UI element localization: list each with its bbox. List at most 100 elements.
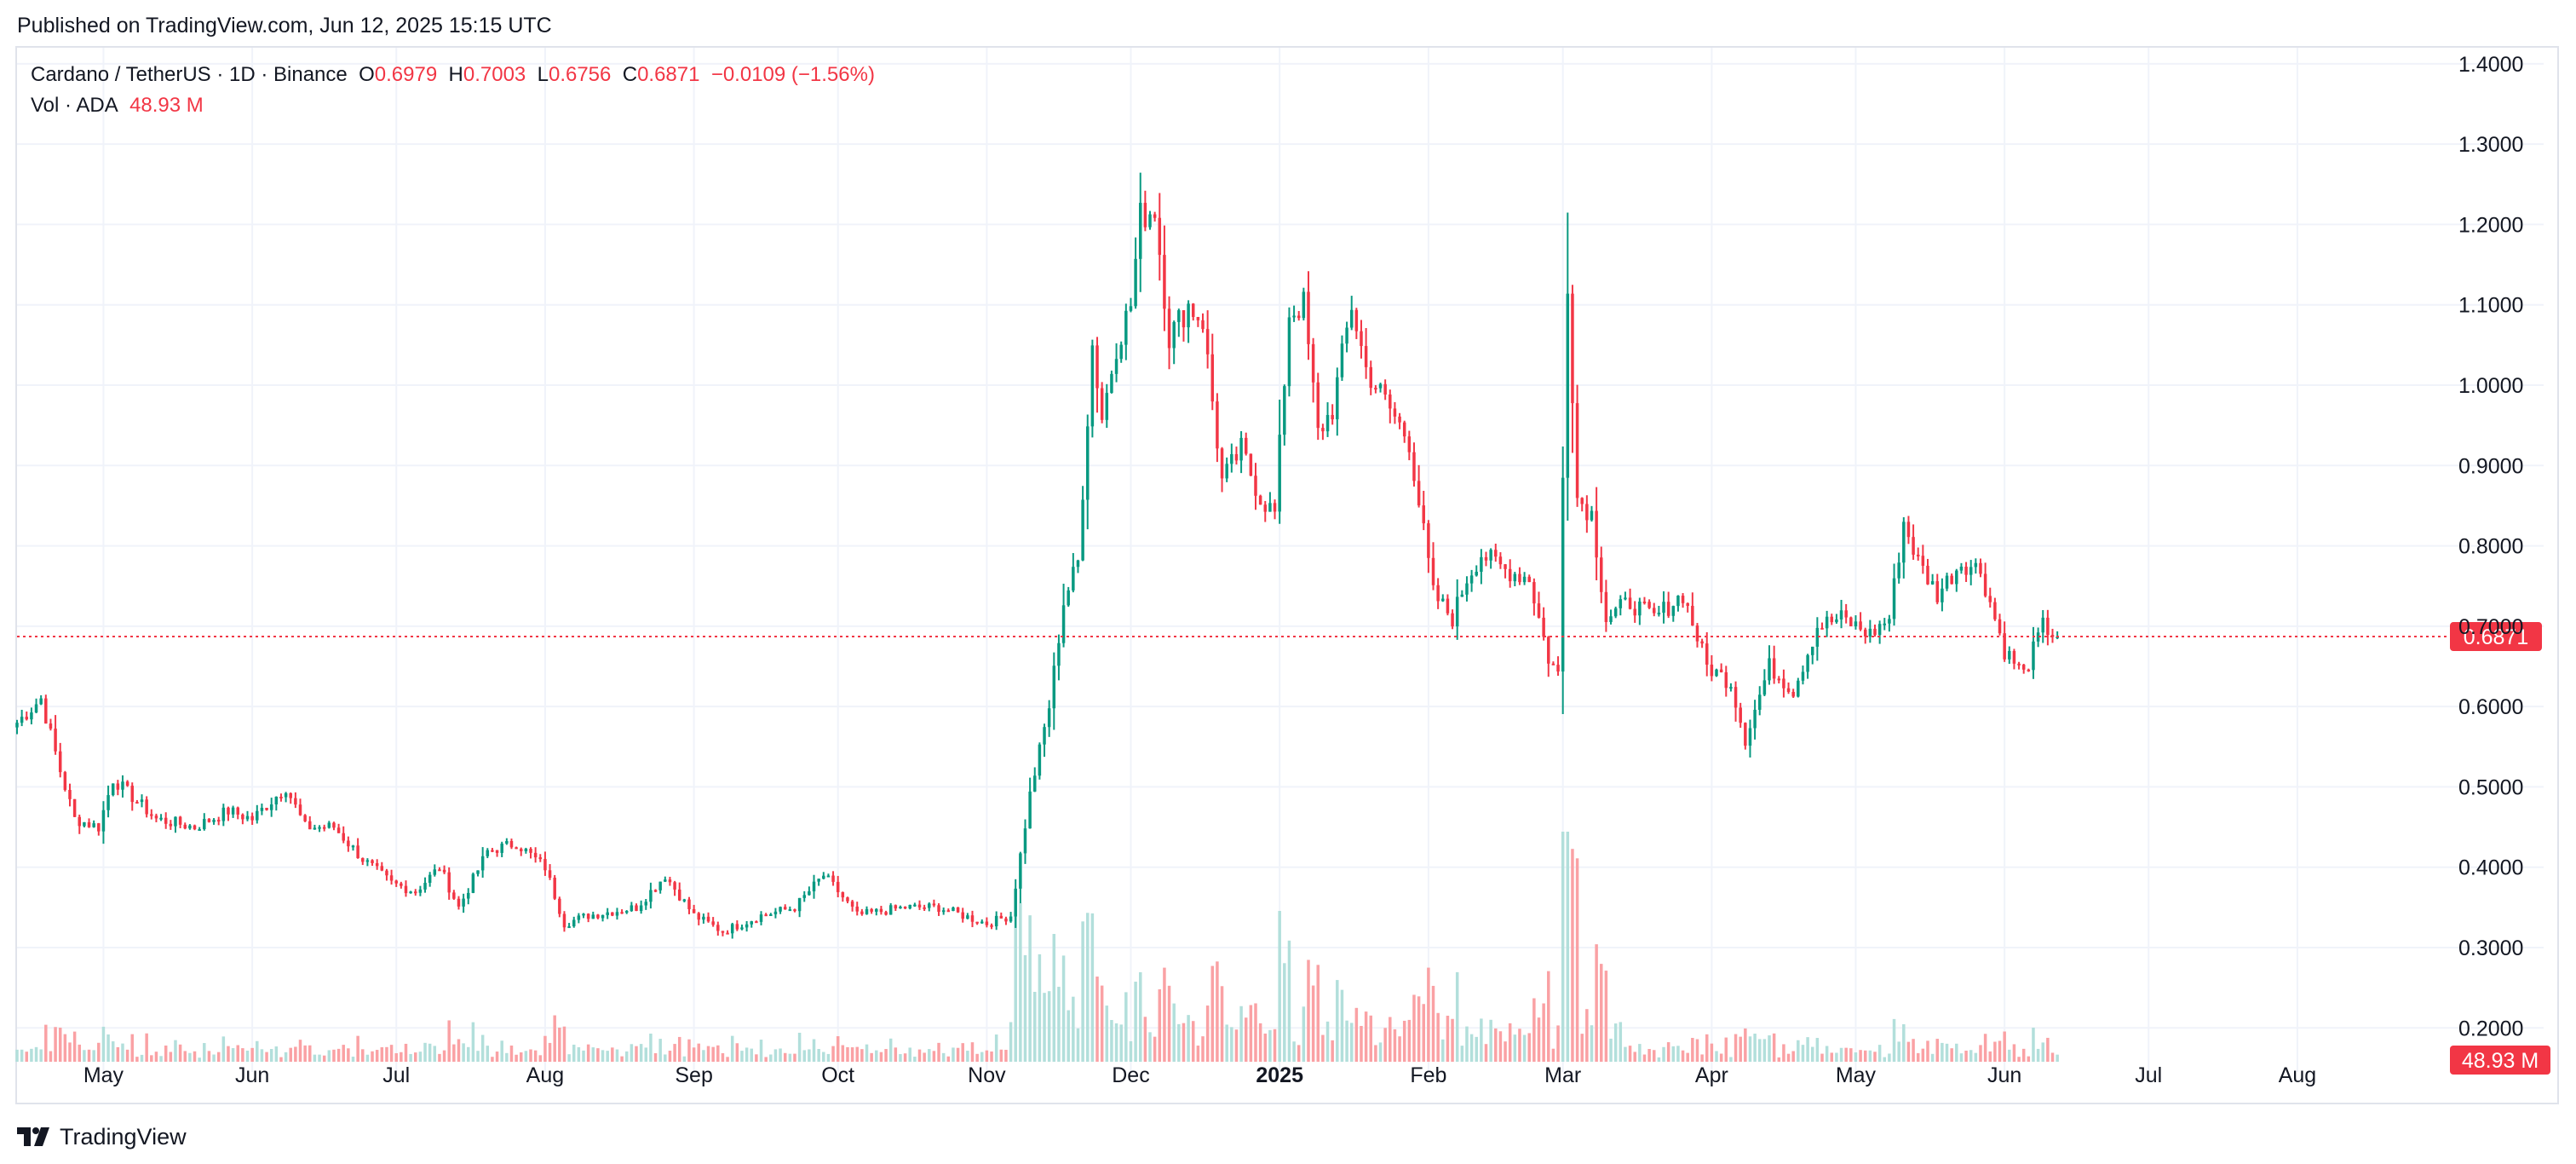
candle-body [1883,623,1887,625]
candle-body [888,905,893,915]
volume-bar [1407,1019,1412,1062]
volume-bar [97,1042,101,1062]
candle-body [1138,203,1142,259]
candle-body [1378,383,1383,389]
tradingview-brand[interactable]: TradingView [60,1123,187,1150]
candle-body [1205,329,1210,354]
candle-body [870,908,873,912]
volume-bar [1138,971,1142,1062]
candle-body [980,921,984,924]
candle-body [601,914,605,919]
candle-body [169,823,173,827]
volume-bar [793,1053,796,1062]
volume-bar [1354,1007,1359,1062]
candle-body [418,889,423,893]
chart-frame[interactable] [15,46,2559,1104]
candle-body [1585,504,1589,521]
tradingview-logo-icon[interactable] [17,1126,51,1148]
candle-body [1532,582,1536,604]
candle-body [879,908,883,913]
volume-bar [1244,1017,1248,1062]
volume-bar [1283,963,1286,1062]
volume-label[interactable]: Vol · ADA [31,94,118,117]
candle-body [462,898,465,907]
volume-bar [1691,1037,1694,1062]
volume-bar [198,1057,201,1062]
candle-body [313,827,317,830]
candle-body [788,909,792,912]
candle-body [1182,310,1186,328]
candle-body [1806,654,1809,672]
volume-bar [946,1056,951,1062]
volume-bar [404,1043,408,1062]
time-tick-label: 2025 [1256,1063,1303,1087]
candle-body [1642,601,1647,603]
volume-bar [1239,1006,1243,1062]
volume-bar [1398,1036,1401,1062]
candle-body [1810,646,1814,655]
candle-body [371,860,374,863]
volume-bar [49,1051,53,1062]
volume-bar [1254,1003,1257,1062]
volume-bar [677,1036,681,1062]
volume-bar [524,1051,528,1062]
candle-body [1465,583,1469,595]
time-axis[interactable]: May Jun Jul Aug Sep Oct Nov Dec 2025 Feb Mar Apr May… [83,1063,2316,1087]
volume-bar [1360,1025,1363,1062]
candle-body [68,789,72,799]
volume-bar [1417,996,1421,1062]
candle-body [1153,214,1157,218]
volume-bar [265,1052,268,1062]
candle-body [2012,650,2016,664]
candle-body [154,815,158,819]
volume-row: Vol · ADA 48.93 M [31,90,875,121]
candle-body [1777,678,1781,681]
volume-bar [1571,849,1574,1062]
volume-bar [457,1039,461,1062]
candle-body [586,913,590,919]
candle-body [203,819,206,830]
candle-body [1657,613,1661,615]
candle-body [773,911,778,914]
volume-bar [673,1044,676,1062]
candle-body [15,723,19,728]
candle-body [1671,606,1676,616]
candle-body [178,816,182,825]
volume-bar [702,1050,705,1062]
candle-body [1043,727,1046,745]
symbol-title[interactable]: Cardano / TetherUS · 1D · Binance [31,63,348,86]
volume-bar [438,1053,441,1062]
candle-body [480,856,485,871]
volume-bar [553,1015,556,1062]
candle-body [308,821,312,830]
price-tick-label: 1.1000 [2458,294,2523,318]
volume-bar [101,1026,106,1062]
volume-bar [1863,1050,1867,1062]
volume-bar [1748,1036,1752,1062]
candle-body [327,822,331,828]
volume-bar [1311,985,1315,1062]
candle-body [615,912,619,916]
price-axis[interactable]: 1.4000 1.3000 1.2000 1.1000 1.0000 0.9000 0.80… [2458,53,2523,1040]
candle-body [1653,608,1656,614]
candle-body [937,905,940,913]
candle-body [966,915,969,919]
candle-body [1076,560,1080,568]
volume-bar [1974,1052,1978,1062]
volume-bar [385,1046,388,1062]
volume-bar [495,1052,499,1062]
time-tick-label: Sep [675,1063,712,1087]
candle-body [347,840,350,847]
volume-bar [1849,1048,1853,1062]
volume-bar [227,1046,230,1062]
candle-body [917,904,922,908]
price-tick-label: 0.7000 [2458,615,2523,639]
volume-bar [2041,1042,2044,1062]
price-tick-label: 0.4000 [2458,856,2523,880]
volume-bar [1273,1029,1277,1062]
candle-body [702,916,705,920]
candle-body [1638,601,1642,616]
volume-bar [730,1035,734,1062]
candle-body [1877,624,1882,636]
